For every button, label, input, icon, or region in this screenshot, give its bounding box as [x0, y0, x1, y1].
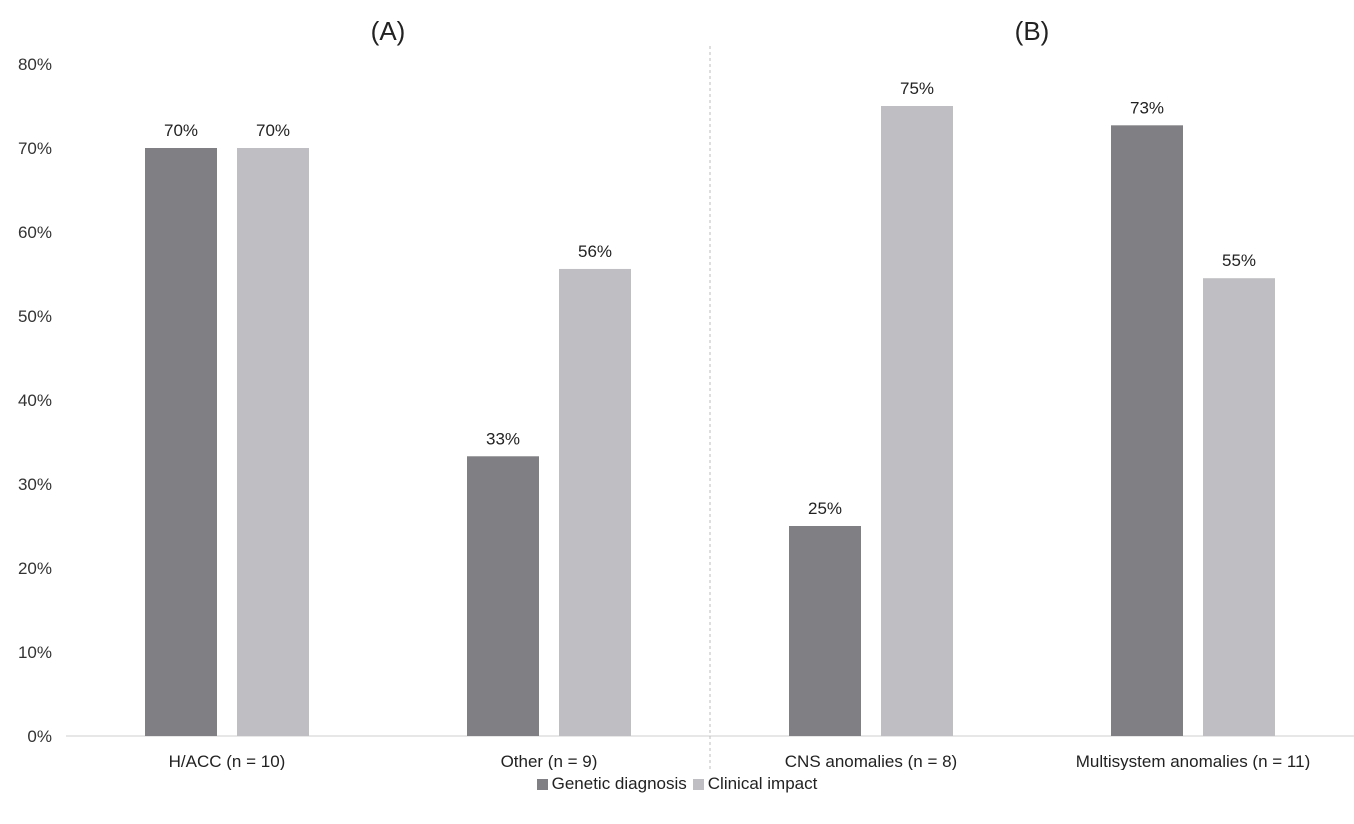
y-tick-label: 60% [18, 223, 52, 242]
panel-label: (A) [371, 16, 406, 46]
bar-clinical-impact [559, 268, 631, 736]
legend-label-genetic-diagnosis: Genetic diagnosis [551, 774, 687, 793]
y-tick-label: 40% [18, 391, 52, 410]
legend-swatch-genetic-diagnosis [536, 778, 548, 790]
y-tick-label: 10% [18, 643, 52, 662]
bar-genetic-diagnosis [145, 148, 217, 736]
y-tick-label: 30% [18, 475, 52, 494]
bar-genetic-diagnosis [789, 526, 861, 736]
grouped-bar-chart: 0% 10% 20% 30% 40% 50% 60% 70% 80% (A) (B) 70% 70% H/… [18, 16, 1354, 770]
category-label: H/ACC (n = 10) [169, 752, 286, 770]
data-label-genetic-diagnosis: 25% [808, 499, 842, 518]
data-label-clinical-impact: 55% [1222, 251, 1256, 270]
data-label-genetic-diagnosis: 73% [1130, 98, 1164, 117]
y-tick-label: 0% [27, 727, 52, 746]
y-tick-label: 70% [18, 139, 52, 158]
y-tick-label: 20% [18, 559, 52, 578]
legend-label-clinical-impact: Clinical impact [707, 774, 818, 793]
data-label-clinical-impact: 70% [256, 121, 290, 140]
data-label-clinical-impact: 75% [900, 79, 934, 98]
legend: Genetic diagnosis Clinical impact [0, 774, 1354, 794]
legend-item-clinical-impact: Clinical impact [692, 774, 818, 794]
panel-label: (B) [1015, 16, 1050, 46]
y-tick-label: 50% [18, 307, 52, 326]
data-label-clinical-impact: 56% [578, 242, 612, 261]
category-label: CNS anomalies (n = 8) [785, 752, 957, 770]
bar-clinical-impact [237, 148, 309, 736]
legend-swatch-clinical-impact [692, 778, 704, 790]
category-label: Other (n = 9) [501, 752, 598, 770]
bar-genetic-diagnosis [467, 456, 539, 736]
bar-clinical-impact [1203, 278, 1275, 736]
bar-genetic-diagnosis [1111, 125, 1183, 736]
category-label: Multisystem anomalies (n = 11) [1076, 752, 1310, 770]
data-label-genetic-diagnosis: 33% [486, 429, 520, 448]
bar-clinical-impact [881, 106, 953, 736]
legend-item-genetic-diagnosis: Genetic diagnosis [536, 774, 687, 794]
data-label-genetic-diagnosis: 70% [164, 121, 198, 140]
y-tick-label: 80% [18, 55, 52, 74]
